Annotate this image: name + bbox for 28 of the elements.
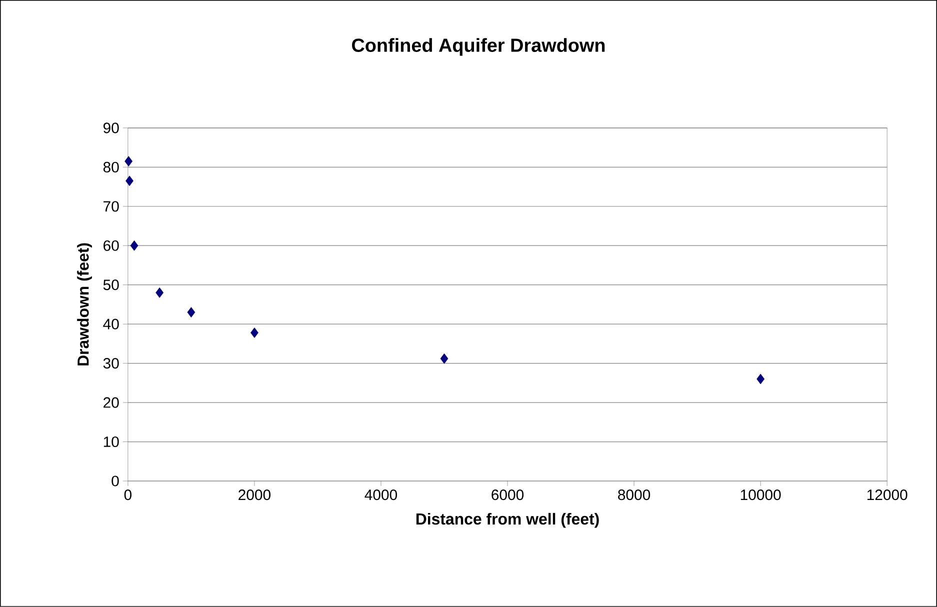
x-tick-label: 4000 [364,490,398,500]
y-tick-label: 30 [103,358,119,369]
y-tick-label: 40 [103,318,119,330]
point [156,288,164,298]
y-axis-title: Drawdown (feet) [77,243,92,366]
y-tick-label: 70 [104,201,119,212]
x-axis-title: Distance from well (feet) [416,512,599,528]
x-tick-label: 12000 [867,490,908,500]
point [124,156,133,166]
y-tick-label: 60 [104,240,119,251]
x-tick-label: 2000 [238,490,270,500]
x-tick-label: 0 [124,490,132,500]
y-tick-label: 90 [103,122,119,134]
x-tick-label: 6000 [492,490,524,500]
y-tick-label: 50 [103,280,119,290]
y-tick-label: 10 [104,436,119,448]
point [130,240,138,251]
y-tick-label: 80 [103,162,119,172]
y-tick-label: 0 [112,476,119,486]
point [756,374,765,384]
x-tick-label: 10000 [740,490,781,500]
chart-title: Confined Aquifer Drawdown [352,38,605,56]
point [187,307,196,318]
point [126,176,134,186]
x-tick-label: 8000 [618,490,650,500]
y-tick-label: 20 [104,397,119,408]
point [440,353,448,364]
point [250,328,258,338]
